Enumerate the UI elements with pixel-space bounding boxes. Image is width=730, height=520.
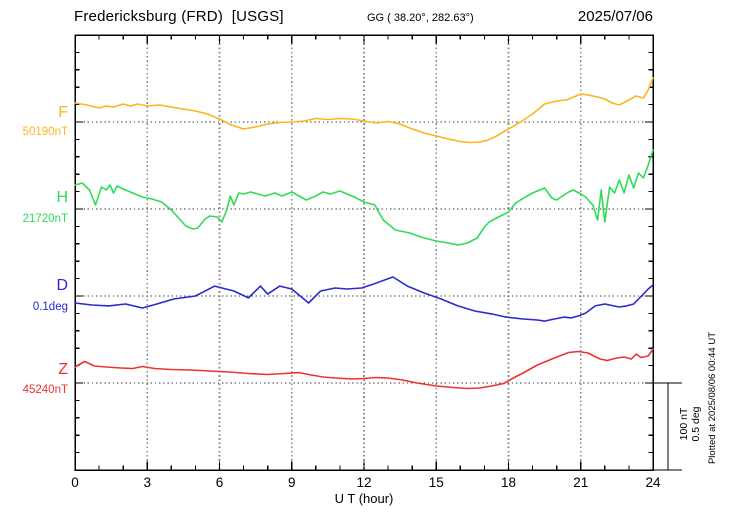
x-tick-label-12: 12	[356, 475, 372, 490]
channel-label-F: F	[58, 104, 68, 121]
x-tick-label-15: 15	[428, 475, 444, 490]
series-F-line	[74, 77, 654, 144]
scalebar-label: 100 nT 0.5 deg	[678, 406, 702, 442]
channel-baseline-D: 0.1deg	[32, 301, 68, 313]
plotted-at-note: Plotted at 2025/08/06 00:44 UT	[707, 331, 718, 465]
series-Z-line	[74, 348, 654, 390]
plot-date: 2025/07/06	[577, 8, 653, 25]
series-D-line	[74, 276, 654, 322]
channel-label-Z: Z	[58, 361, 68, 378]
x-tick-label-21: 21	[573, 475, 589, 490]
x-tick-label-0: 0	[71, 475, 79, 490]
x-axis-title: U T (hour)	[334, 491, 394, 506]
channel-label-H: H	[56, 189, 68, 206]
x-tick-label-3: 3	[143, 475, 151, 490]
geographic-coordinates: GG ( 38.20°, 282.63°)	[367, 12, 474, 24]
channel-baseline-F: 50190nT	[22, 126, 68, 138]
x-tick-label-24: 24	[645, 475, 661, 490]
series-H-line	[74, 149, 654, 246]
x-tick-label-6: 6	[215, 475, 224, 490]
station-title: Fredericksburg (FRD) [USGS]	[74, 8, 284, 25]
x-tick-label-18: 18	[500, 475, 517, 490]
x-tick-label-9: 9	[287, 475, 296, 490]
channel-label-D: D	[56, 277, 68, 294]
channel-baseline-H: 21720nT	[22, 213, 68, 225]
channel-baseline-Z: 45240nT	[22, 384, 68, 396]
